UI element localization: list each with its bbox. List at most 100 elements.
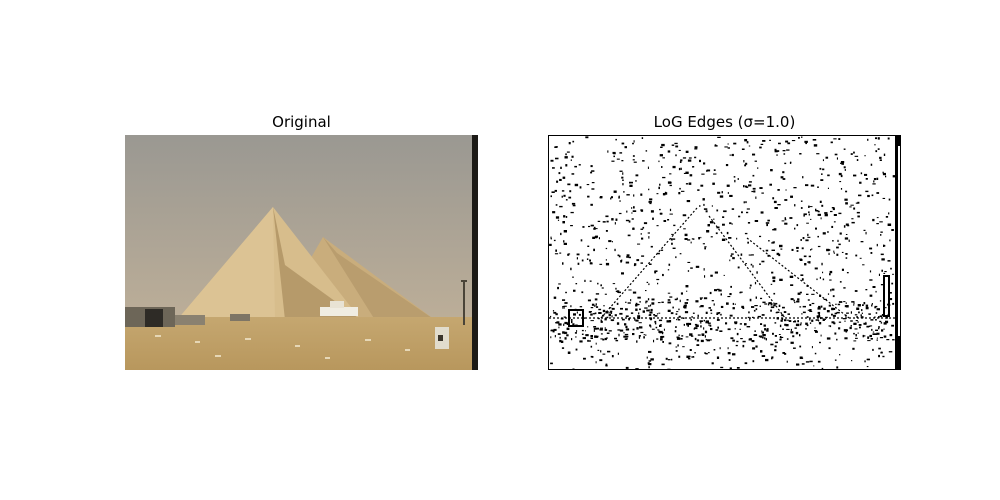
edge-speckle: [888, 351, 893, 353]
edge-speckle: [676, 297, 678, 300]
edge-speckle: [853, 207, 856, 210]
edge-speckle: [590, 320, 594, 322]
edge-speckle: [648, 314, 652, 316]
edge-speckle: [657, 329, 660, 331]
edge-speckle: [884, 271, 887, 273]
edge-speckle: [675, 256, 677, 259]
edge-speckle: [652, 217, 654, 220]
edge-speckle: [654, 320, 657, 323]
edge-speckle: [786, 338, 789, 340]
edge-speckle: [558, 326, 560, 329]
edge-speckle: [639, 301, 641, 303]
edge-speckle: [739, 328, 741, 330]
edge-speckle: [595, 335, 599, 338]
edge-speckle: [644, 307, 648, 309]
edge-speckle: [828, 304, 831, 307]
edge-speckle: [594, 335, 597, 338]
edge-speckle: [807, 261, 809, 263]
edge-speckle: [648, 350, 652, 353]
edge-speckle: [851, 301, 855, 303]
edge-speckle: [632, 227, 635, 230]
edge-speckle: [765, 249, 769, 252]
edge-speckle: [604, 337, 607, 341]
edge-speckle: [686, 290, 688, 292]
edge-speckle: [563, 215, 566, 218]
edge-speckle: [716, 313, 718, 315]
edge-speckle: [681, 190, 685, 192]
edge-speckle: [814, 267, 818, 270]
edge-speckle: [704, 247, 706, 250]
edge-speckle: [678, 192, 681, 195]
edge-speckle: [759, 235, 762, 238]
edge-speckle: [831, 313, 833, 316]
edge-speckle: [753, 190, 756, 193]
edge-speckle: [573, 313, 576, 316]
edge-speckle: [627, 234, 631, 237]
edge-speckle: [607, 150, 609, 153]
edge-speckle: [625, 261, 630, 264]
edge-speckle: [662, 274, 664, 277]
edge-speckle: [553, 296, 557, 299]
edge-speckle: [679, 253, 682, 255]
edge-speckle: [575, 336, 577, 338]
edge-speckle: [760, 143, 764, 145]
edge-speckle: [625, 315, 629, 318]
edge-speckle: [656, 278, 660, 281]
edge-speckle: [684, 311, 689, 314]
edge-speckle: [787, 142, 791, 145]
edge-speckle: [553, 328, 557, 331]
edge-speckle: [801, 313, 803, 315]
edge-speckle: [886, 316, 888, 319]
edge-speckle: [765, 222, 770, 224]
edge-speckle: [857, 201, 860, 204]
edge-speckle: [865, 306, 869, 310]
edge-speckle: [641, 255, 645, 257]
edge-speckle: [820, 217, 822, 220]
log-edges-panel-title: LoG Edges (σ=1.0): [653, 113, 796, 131]
edge-speckle: [689, 349, 692, 351]
edge-speckle: [845, 314, 847, 317]
edge-speckle: [865, 231, 867, 235]
edge-speckle: [565, 153, 567, 156]
edge-speckle: [703, 319, 705, 322]
edge-speckle: [695, 324, 699, 327]
edge-speckle: [678, 167, 681, 171]
edge-speckle: [734, 328, 736, 330]
edge-speckle: [640, 228, 644, 230]
edge-speckle: [813, 144, 818, 147]
edge-speckle: [557, 286, 559, 290]
edge-speckle: [809, 318, 811, 321]
edge-speckle: [774, 322, 777, 324]
edge-speckle: [870, 252, 873, 254]
edge-speckle: [802, 176, 804, 179]
edge-speckle: [624, 146, 627, 149]
edge-speckle: [563, 316, 566, 318]
edge-speckle: [699, 159, 701, 163]
edge-speckle: [716, 312, 720, 315]
edge-speckle: [818, 322, 822, 325]
edge-speckle: [559, 252, 562, 254]
edge-speckle: [727, 347, 729, 350]
edge-speckle: [892, 175, 896, 178]
edge-speckle: [611, 307, 615, 310]
edge-speckle: [656, 225, 659, 227]
edge-speckle: [745, 185, 748, 188]
edge-speckle: [879, 159, 882, 161]
edge-speckle: [658, 160, 660, 163]
edge-speckle: [685, 336, 689, 338]
edge-speckle: [855, 202, 859, 204]
edge-speckle: [875, 137, 878, 140]
edge-speckle: [633, 206, 635, 209]
edge-speckle: [609, 307, 612, 309]
edge-speckle: [575, 348, 578, 351]
edge-speckle: [728, 359, 731, 361]
edge-speckle: [573, 289, 576, 292]
edge-speckle: [682, 317, 685, 319]
edge-speckle: [613, 155, 615, 158]
edge-speckle: [776, 150, 780, 152]
edge-speckle: [780, 248, 783, 250]
edge-speckle: [616, 302, 619, 305]
edge-speckle: [875, 333, 878, 335]
edge-speckle: [839, 354, 841, 356]
edge-speckle: [817, 210, 820, 213]
